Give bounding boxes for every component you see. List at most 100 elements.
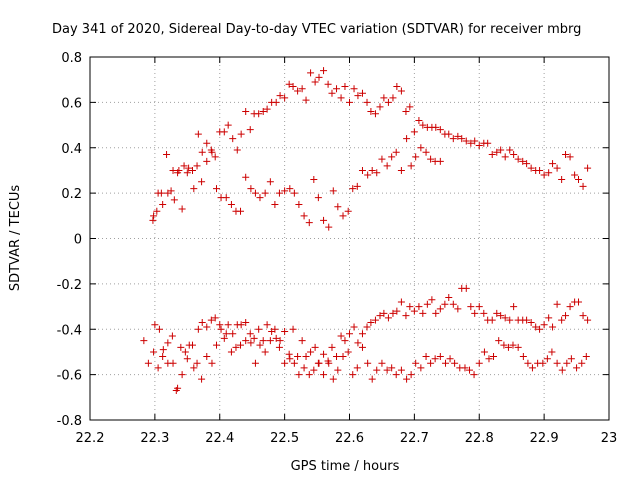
data-point [514, 343, 522, 351]
data-point [388, 153, 396, 161]
data-point [194, 130, 202, 138]
data-point [222, 330, 230, 338]
data-point [271, 325, 279, 333]
data-point [307, 348, 315, 356]
data-point [540, 171, 548, 179]
data-point [207, 316, 215, 324]
data-point [337, 94, 345, 102]
data-point [536, 166, 544, 174]
data-point [140, 337, 148, 345]
data-point [475, 359, 483, 367]
data-point [286, 355, 294, 363]
data-point [519, 352, 527, 360]
data-point [497, 146, 505, 154]
data-point [305, 219, 313, 227]
data-point [276, 92, 284, 100]
data-point [523, 316, 531, 324]
data-point [224, 321, 232, 329]
data-point [266, 178, 274, 186]
data-point [419, 121, 427, 129]
data-point [328, 89, 336, 97]
chart-title: Day 341 of 2020, Sidereal Day-to-day VTE… [52, 22, 581, 37]
data-point [311, 343, 319, 351]
data-point [451, 359, 459, 367]
y-tick-label: 0.2 [61, 187, 82, 202]
data-point [169, 166, 177, 174]
data-point [177, 343, 185, 351]
data-point [247, 185, 255, 193]
data-point [493, 148, 501, 156]
data-point [290, 189, 298, 197]
data-point [532, 323, 540, 331]
data-point [584, 316, 592, 324]
data-point [333, 352, 341, 360]
data-point [246, 126, 254, 134]
data-point [501, 314, 509, 322]
data-point [509, 341, 517, 349]
data-point [281, 328, 289, 336]
data-point [563, 359, 571, 367]
data-point [298, 337, 306, 345]
data-point [462, 284, 470, 292]
data-point [566, 153, 574, 161]
data-point [539, 359, 547, 367]
data-point [203, 139, 211, 147]
data-point [470, 371, 478, 379]
data-point [376, 103, 384, 111]
y-tick-label: 0.6 [61, 96, 82, 111]
data-point [389, 94, 397, 102]
data-point [178, 371, 186, 379]
data-point [488, 151, 496, 159]
data-point [159, 200, 167, 208]
data-point [169, 359, 177, 367]
data-point [325, 359, 333, 367]
data-point [281, 94, 289, 102]
data-point [237, 321, 245, 329]
data-point [407, 162, 415, 170]
data-point [403, 375, 411, 383]
data-point [232, 343, 240, 351]
data-point [233, 146, 241, 154]
data-point [393, 82, 401, 90]
data-point [353, 182, 361, 190]
y-tick-label: -0.4 [57, 323, 82, 338]
data-point [536, 325, 544, 333]
data-point [436, 157, 444, 165]
data-point [573, 364, 581, 372]
grid-lines [90, 57, 609, 420]
x-tick-label: 22.6 [335, 431, 364, 446]
data-point [417, 364, 425, 372]
data-point [220, 128, 228, 136]
data-point [333, 85, 341, 93]
data-point [289, 325, 297, 333]
x-tick-label: 22.3 [140, 431, 169, 446]
data-point [467, 303, 475, 311]
x-axis-label: GPS time / hours [291, 459, 400, 474]
data-point [432, 123, 440, 131]
data-point [378, 155, 386, 163]
data-point [307, 69, 315, 77]
data-point [548, 348, 556, 356]
data-point [285, 350, 293, 358]
y-tick-label: 0.8 [61, 51, 82, 66]
data-point [422, 148, 430, 156]
data-point [449, 135, 457, 143]
data-point [373, 169, 381, 177]
data-point [436, 352, 444, 360]
data-point [193, 359, 201, 367]
data-point [246, 330, 254, 338]
data-point [436, 305, 444, 313]
data-point [490, 352, 498, 360]
data-point [255, 110, 263, 118]
data-point [329, 375, 337, 383]
data-point [397, 166, 405, 174]
data-point [203, 157, 211, 165]
data-point [181, 348, 189, 356]
data-point [422, 352, 430, 360]
data-point [553, 300, 561, 308]
data-points [140, 67, 592, 395]
data-point [251, 359, 259, 367]
data-point [289, 82, 297, 90]
data-point [300, 212, 308, 220]
